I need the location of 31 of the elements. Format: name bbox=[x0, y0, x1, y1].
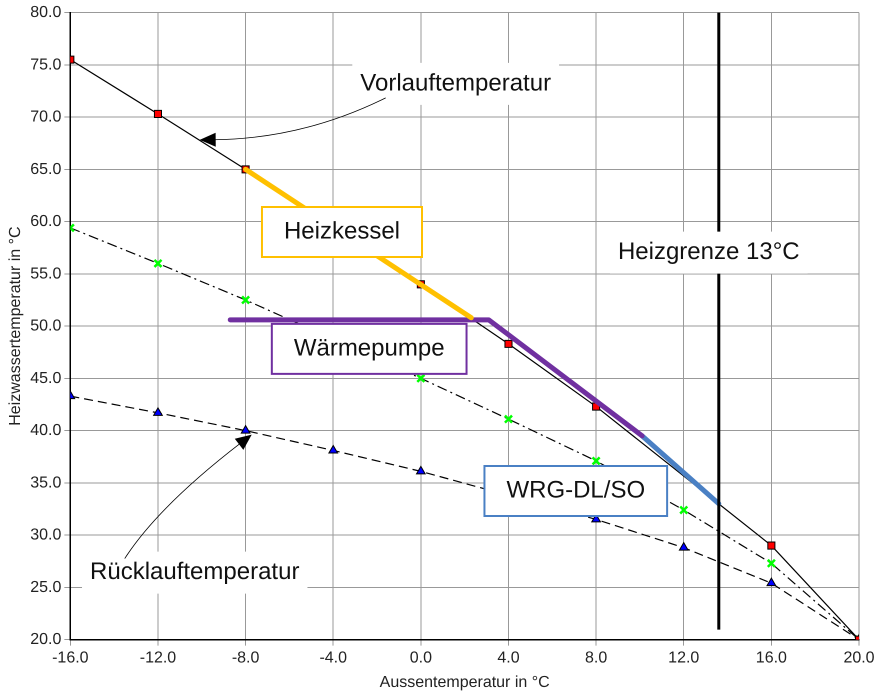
annotation: WRG-DL/SO bbox=[506, 476, 646, 504]
y-tick-label: 50.0 bbox=[30, 318, 62, 335]
x-tick-label: 20.0 bbox=[843, 650, 875, 667]
x-tick-label: 0.0 bbox=[410, 650, 432, 667]
x-tick-label: -12.0 bbox=[140, 650, 176, 667]
y-tick-label: 45.0 bbox=[30, 370, 62, 387]
annotation: Wärmepumpe bbox=[294, 334, 445, 362]
y-tick-label: 75.0 bbox=[30, 56, 62, 74]
annotation: Rücklauftemperatur bbox=[90, 558, 300, 586]
y-tick-label: 30.0 bbox=[30, 526, 62, 544]
y-tick-label: 65.0 bbox=[30, 160, 62, 178]
y-tick-label: 20.0 bbox=[30, 631, 62, 648]
x-tick-label: 12.0 bbox=[668, 650, 700, 667]
y-tick-label: 25.0 bbox=[30, 578, 62, 596]
x-tick-label: 8.0 bbox=[584, 650, 608, 667]
x-tick-label: -8.0 bbox=[232, 650, 260, 667]
y-tick-label: 35.0 bbox=[30, 474, 62, 492]
ref-line-label: Heizgrenze 13°C bbox=[618, 238, 800, 266]
x-tick-label: -4.0 bbox=[319, 650, 348, 667]
annotation: Heizkessel bbox=[284, 218, 400, 245]
y-tick-label: 70.0 bbox=[30, 108, 62, 126]
y-axis-title: Heizwassertemperatur in °C bbox=[7, 226, 24, 426]
x-tick-label: 4.0 bbox=[497, 650, 520, 667]
y-tick-label: 40.0 bbox=[30, 422, 62, 440]
x-tick-label: -16.0 bbox=[52, 650, 89, 667]
annotation: Vorlauftemperatur bbox=[360, 70, 552, 97]
y-tick-label: 55.0 bbox=[30, 265, 62, 282]
y-tick-label: 80.0 bbox=[30, 4, 62, 22]
x-tick-label: 16.0 bbox=[756, 650, 788, 667]
y-tick-label: 60.0 bbox=[30, 213, 62, 230]
x-axis-title: Aussentemperatur in °C bbox=[380, 674, 550, 691]
